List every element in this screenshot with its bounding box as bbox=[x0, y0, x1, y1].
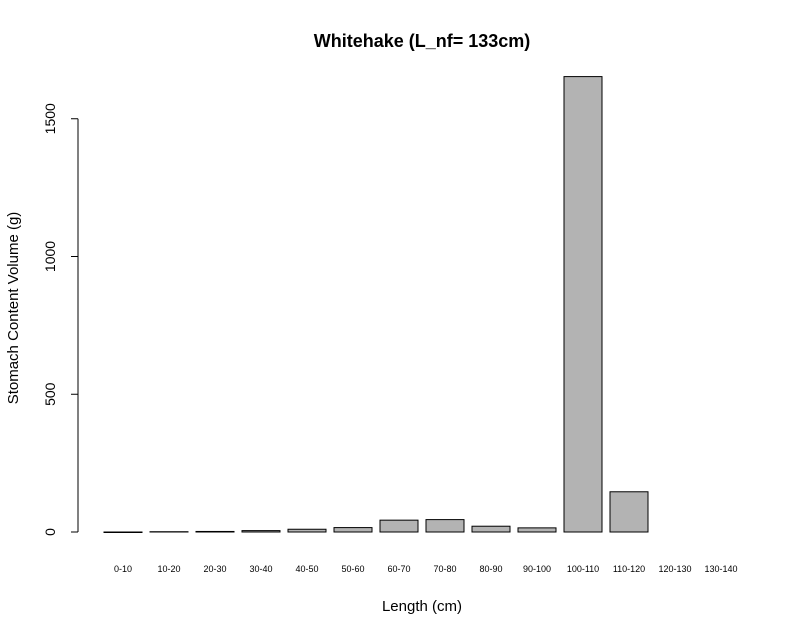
bar-40-50 bbox=[287, 528, 327, 533]
bar-20-30 bbox=[195, 530, 235, 533]
x-tick-label: 120-130 bbox=[658, 564, 691, 574]
y-tick-label: 500 bbox=[42, 382, 58, 406]
x-tick-label: 0-10 bbox=[114, 564, 132, 574]
bar-70-80 bbox=[425, 519, 465, 533]
bar-30-40 bbox=[241, 530, 281, 533]
x-tick-label: 10-20 bbox=[157, 564, 180, 574]
chart-title: Whitehake (L_nf= 133cm) bbox=[314, 31, 531, 51]
x-tick-label: 50-60 bbox=[341, 564, 364, 574]
bar-50-60 bbox=[333, 527, 373, 533]
x-axis-label: Length (cm) bbox=[382, 598, 462, 615]
x-tick-label: 80-90 bbox=[479, 564, 502, 574]
x-tick-label: 100-110 bbox=[567, 564, 599, 574]
bars-group bbox=[103, 76, 649, 533]
x-tick-label: 60-70 bbox=[387, 564, 410, 574]
x-tick-label: 70-80 bbox=[433, 564, 456, 574]
y-tick-label: 0 bbox=[42, 528, 58, 536]
y-tick-label: 1000 bbox=[42, 241, 58, 272]
bar-60-70 bbox=[379, 519, 419, 533]
y-axis: 0 500 1000 1500 bbox=[42, 103, 79, 536]
bar-100-110 bbox=[563, 76, 603, 533]
bar-110-120 bbox=[609, 491, 649, 533]
bar-0-10 bbox=[103, 531, 143, 533]
x-tick-labels: 0-10 10-20 20-30 30-40 40-50 50-60 60-70 70-80 8… bbox=[114, 564, 738, 574]
bar-80-90 bbox=[471, 525, 511, 533]
x-tick-label: 110-120 bbox=[613, 564, 645, 574]
y-axis-label: Stomach Content Volume (g) bbox=[5, 212, 22, 405]
x-tick-label: 20-30 bbox=[203, 564, 226, 574]
bar-90-100 bbox=[517, 527, 557, 533]
x-tick-label: 40-50 bbox=[295, 564, 318, 574]
x-tick-label: 130-140 bbox=[704, 564, 737, 574]
y-tick-label: 1500 bbox=[42, 103, 58, 134]
x-tick-label: 30-40 bbox=[249, 564, 272, 574]
x-tick-label: 90-100 bbox=[523, 564, 551, 574]
